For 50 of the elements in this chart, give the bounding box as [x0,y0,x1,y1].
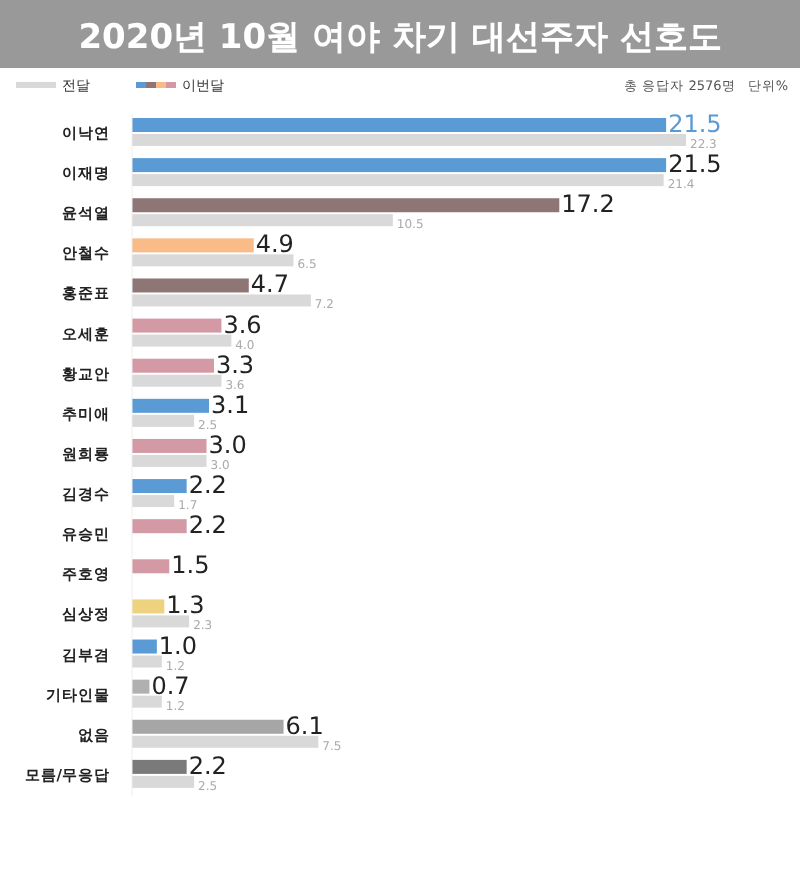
data-label: 2.2 [188,471,227,500]
bar [132,639,157,654]
data-label: 21.5 [668,150,722,179]
bar [132,519,187,534]
bar [132,679,150,694]
bar [132,294,311,307]
bar [132,695,162,708]
data-label: 1.5 [171,551,210,580]
data-label: 1.3 [166,591,205,620]
data-label: 3.3 [215,350,255,379]
data-label: 3.6 [223,310,262,339]
bar [132,735,319,748]
bar [132,238,254,253]
bar [132,615,190,628]
bar [132,158,667,173]
data-label: 3.0 [208,430,247,459]
bar [132,454,207,467]
bar [132,334,232,347]
bar [132,118,667,132]
bar [132,775,195,788]
bar [132,479,187,494]
bar [132,438,207,453]
bar [132,318,222,333]
data-label: 2.2 [188,511,227,540]
bar [132,719,284,734]
bar [132,278,249,293]
bar [132,358,214,373]
data-label: 21.5 [668,110,722,138]
data-label: 0.7 [151,671,190,700]
data-label: 2.2 [188,751,227,780]
bar [132,655,162,668]
data-label: 6.1 [285,711,324,740]
data-label: 3.1 [211,390,250,419]
data-label: 4.7 [250,270,289,299]
bar [132,198,560,213]
bar [132,495,175,508]
bar [132,414,195,427]
data-label: 17.2 [561,190,615,219]
bar [132,599,165,614]
data-label: 1.0 [158,631,198,660]
bar [132,134,686,146]
bar [132,759,187,774]
bar [132,374,222,387]
bar [132,174,664,187]
bar [132,214,393,227]
bar [132,398,210,413]
data-label: 4.9 [255,230,294,259]
bar [132,254,294,267]
chart-title: 2020년 10월 여야 차기 대선주자 선호도 [78,18,722,58]
bar [132,559,170,574]
